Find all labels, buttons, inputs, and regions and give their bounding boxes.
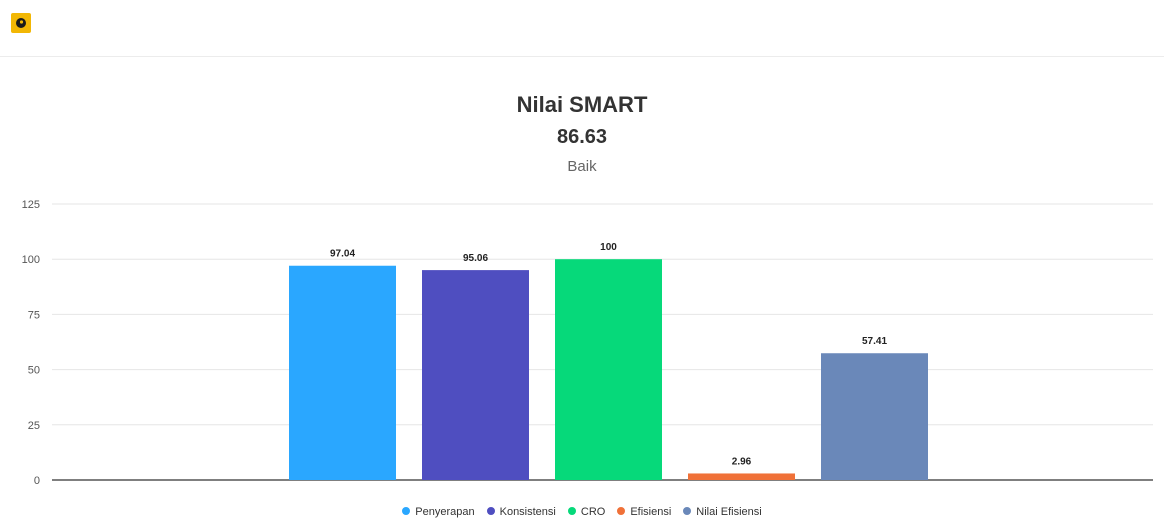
data-label: 2.96 [732,456,752,467]
legend-marker-icon [402,507,411,516]
data-label: 95.06 [463,253,488,264]
bar-penyerapan[interactable] [289,265,396,480]
legend-marker-icon [683,507,692,516]
bar-cro[interactable] [555,259,662,480]
bar-konsistensi[interactable] [422,270,529,480]
legend-label: Konsistensi [499,506,556,519]
legend-label: Efisiensi [630,506,672,519]
chart-title-block: Nilai SMART 86.63 Baik [0,92,1164,176]
chart-status: Baik [567,158,597,175]
bar-nilai-efisiensi[interactable] [821,353,928,480]
app-logo-icon[interactable] [11,13,31,33]
chart-title: Nilai SMART [516,92,648,117]
y-tick-label: 125 [22,199,40,211]
chart-legend: Penyerapan Konsistensi CRO Efisiensi Nilai E… [0,506,1164,518]
y-tick-label: 100 [22,254,40,266]
legend-item[interactable]: Nilai Efisiensi [683,506,762,519]
y-tick-label: 25 [28,420,40,432]
legend-item[interactable]: CRO [567,506,606,519]
data-label: 57.41 [862,336,887,347]
legend-item[interactable]: Penyerapan [402,506,475,519]
legend-label: Nilai Efisiensi [696,506,762,519]
y-tick-label: 50 [28,365,40,377]
legend-item[interactable]: Efisiensi [617,506,671,518]
top-bar [0,0,1164,57]
y-tick-label: 0 [34,475,40,487]
data-label: 97.04 [330,249,355,260]
legend-marker-icon [567,507,576,516]
legend-marker-icon [617,507,626,516]
y-tick-label: 75 [28,309,40,321]
legend-label: CRO [580,506,606,519]
data-label: 100 [600,242,617,253]
bar-efisiensi[interactable] [688,473,795,480]
legend-label: Penyerapan [415,506,475,519]
chart-score: 86.63 [556,126,608,148]
legend-marker-icon [486,507,495,516]
legend-item[interactable]: Konsistensi [486,506,556,519]
